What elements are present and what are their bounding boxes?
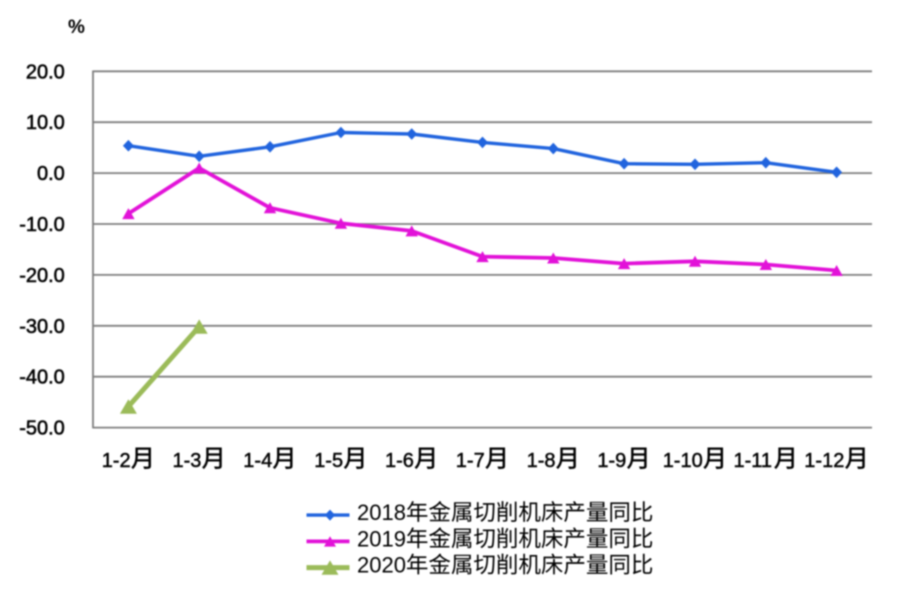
svg-text:1-7: 1-7 bbox=[456, 450, 485, 472]
svg-text:20.0: 20.0 bbox=[26, 61, 65, 83]
svg-text:2020: 2020 bbox=[357, 553, 406, 578]
svg-text:1-6: 1-6 bbox=[385, 450, 414, 472]
svg-text:%: % bbox=[68, 17, 85, 38]
svg-text:1-5: 1-5 bbox=[314, 450, 343, 472]
svg-text:2019: 2019 bbox=[357, 526, 406, 551]
svg-text:1-10: 1-10 bbox=[663, 450, 703, 472]
svg-text:10.0: 10.0 bbox=[26, 112, 65, 134]
svg-text:1-4: 1-4 bbox=[243, 450, 272, 472]
svg-text:-30.0: -30.0 bbox=[19, 316, 65, 338]
svg-text:1-12: 1-12 bbox=[804, 450, 844, 472]
svg-text:1-2: 1-2 bbox=[102, 450, 131, 472]
svg-text:1-11: 1-11 bbox=[734, 450, 773, 472]
svg-text:-20.0: -20.0 bbox=[19, 265, 65, 287]
svg-text:1-9: 1-9 bbox=[597, 450, 626, 472]
svg-text:-10.0: -10.0 bbox=[19, 214, 65, 236]
svg-text:-50.0: -50.0 bbox=[19, 418, 65, 440]
svg-text:0.0: 0.0 bbox=[37, 163, 65, 185]
svg-text:1-8: 1-8 bbox=[527, 450, 556, 472]
svg-text:2018: 2018 bbox=[357, 500, 406, 525]
svg-text:-40.0: -40.0 bbox=[19, 367, 65, 389]
svg-text:1-3: 1-3 bbox=[173, 450, 202, 472]
